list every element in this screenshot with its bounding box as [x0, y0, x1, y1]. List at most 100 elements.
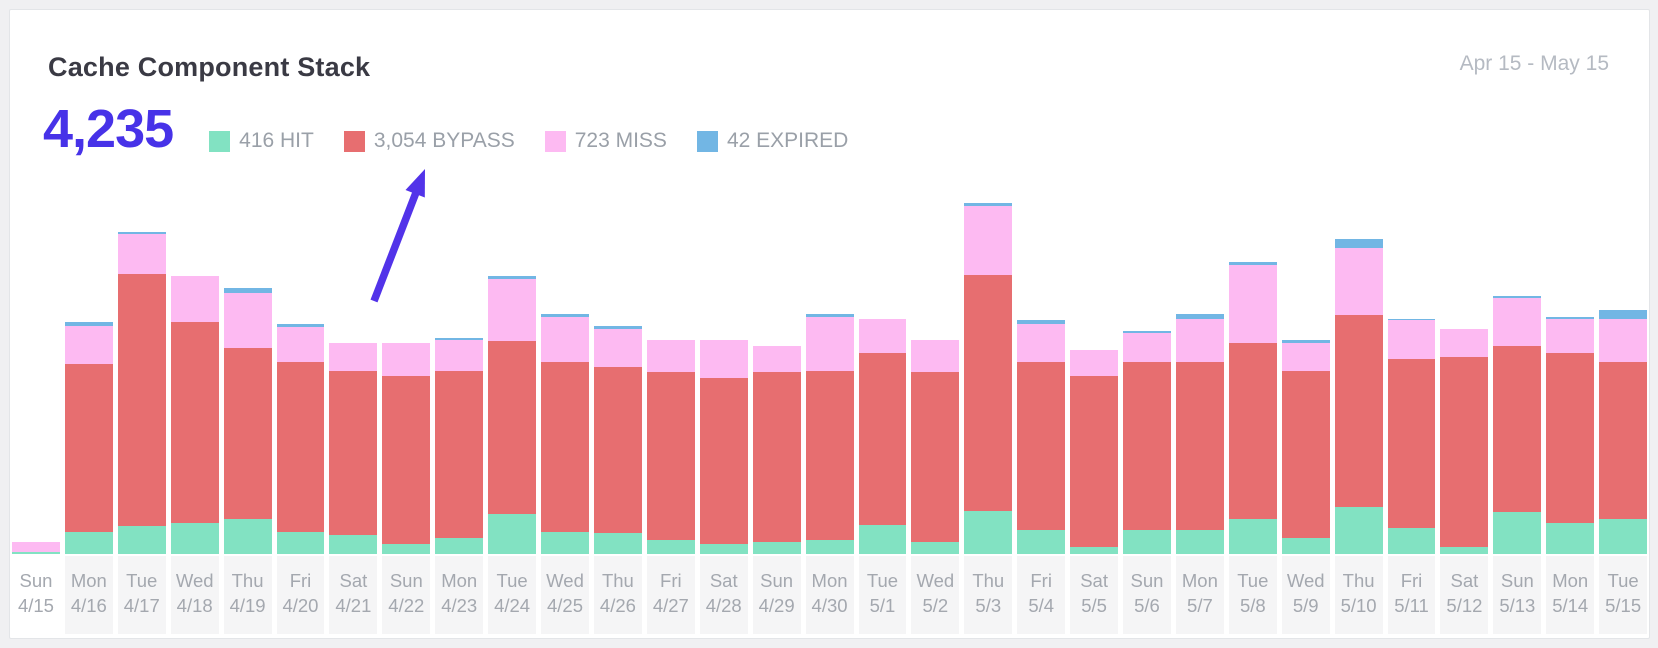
bar-column-5-14[interactable]: Mon 5/14 [1546, 317, 1595, 634]
legend-item-miss[interactable]: 723 MISS [544, 129, 667, 153]
x-axis-date: 5/7 [1187, 595, 1213, 616]
segment-miss [382, 342, 431, 376]
bar-column-5-4[interactable]: Fri 5/4 [1017, 320, 1066, 634]
segment-expired [1387, 318, 1436, 321]
x-axis-day: Thu [1342, 570, 1375, 591]
bar-stack[interactable] [911, 339, 960, 554]
segment-expired [1175, 313, 1224, 319]
bar-column-4-22[interactable]: Sun 4/22 [382, 342, 431, 634]
bar-column-5-11[interactable]: Fri 5/11 [1387, 318, 1436, 634]
bar-column-5-15[interactable]: Tue 5/15 [1599, 310, 1648, 634]
segment-hit [1440, 547, 1489, 554]
bar-stack[interactable] [1387, 318, 1436, 554]
bar-stack[interactable] [329, 342, 378, 554]
bar-column-5-10[interactable]: Thu 5/10 [1334, 239, 1383, 634]
bar-column-5-5[interactable]: Sat 5/5 [1070, 349, 1119, 634]
bar-stack[interactable] [223, 287, 272, 554]
bar-stack[interactable] [1599, 310, 1648, 554]
bar-column-5-9[interactable]: Wed 5/9 [1281, 339, 1330, 634]
x-axis-day: Sun [760, 570, 794, 591]
bar-stack[interactable] [1281, 339, 1330, 554]
bar-stack[interactable] [1228, 261, 1277, 554]
bar-column-4-28[interactable]: Sat 4/28 [699, 339, 748, 634]
bar-stack[interactable] [435, 337, 484, 554]
legend-item-hit[interactable]: 416 HIT [209, 129, 314, 153]
bar-column-4-30[interactable]: Mon 4/30 [805, 313, 854, 634]
bar-column-4-16[interactable]: Mon 4/16 [64, 322, 113, 634]
bar-column-4-26[interactable]: Thu 4/26 [593, 325, 642, 634]
bar-stack[interactable] [1440, 329, 1489, 554]
segment-bypass [223, 348, 272, 520]
x-axis-day: Tue [126, 570, 158, 591]
bar-column-5-7[interactable]: Mon 5/7 [1175, 313, 1224, 634]
bar-stack[interactable] [1017, 320, 1066, 554]
segment-bypass [488, 341, 537, 515]
bar-column-5-6[interactable]: Sun 5/6 [1123, 330, 1171, 634]
bar-column-5-1[interactable]: Tue 5/1 [858, 318, 907, 634]
bar-column-4-20[interactable]: Fri 4/20 [276, 323, 325, 634]
segment-hit [435, 538, 484, 554]
bar-column-5-13[interactable]: Sun 5/13 [1493, 296, 1542, 634]
bar-column-4-23[interactable]: Mon 4/23 [435, 337, 484, 634]
bar-column-5-8[interactable]: Tue 5/8 [1228, 261, 1277, 634]
segment-miss [646, 339, 695, 373]
segment-expired [964, 202, 1013, 207]
bar-stack[interactable] [699, 339, 748, 554]
bar-column-4-15[interactable]: Sun 4/15 [12, 541, 60, 634]
bar-stack[interactable] [805, 313, 854, 554]
legend-label-bypass: 3,054 BYPASS [373, 129, 515, 152]
bar-column-4-27[interactable]: Fri 4/27 [646, 339, 695, 634]
segment-hit [699, 543, 748, 554]
x-axis-label: Tue 5/15 [1599, 556, 1648, 634]
x-axis-label: Fri 5/4 [1017, 556, 1066, 634]
x-axis-label: Wed 5/9 [1281, 556, 1330, 634]
segment-miss [699, 339, 748, 378]
x-axis-day: Sun [389, 570, 423, 591]
bar-stack[interactable] [1493, 296, 1542, 554]
bar-column-4-25[interactable]: Wed 4/25 [541, 313, 589, 634]
bar-column-4-29[interactable]: Sun 4/29 [752, 346, 801, 634]
bar-stack[interactable] [752, 346, 801, 554]
segment-bypass [1017, 361, 1066, 530]
bar-stack[interactable] [488, 275, 537, 554]
bar-stack[interactable] [12, 541, 60, 554]
x-axis-date: 5/15 [1605, 595, 1642, 616]
bar-stack[interactable] [117, 232, 166, 554]
bar-stack[interactable] [1175, 313, 1224, 554]
x-axis-date: 4/17 [123, 595, 160, 616]
x-axis-date: 4/27 [652, 595, 689, 616]
bar-stack[interactable] [64, 322, 113, 554]
bar-column-4-19[interactable]: Thu 4/19 [223, 287, 272, 634]
bar-stack[interactable] [1070, 349, 1119, 554]
bar-stack[interactable] [964, 202, 1013, 554]
bar-stack[interactable] [858, 318, 907, 554]
segment-hit [223, 519, 272, 554]
legend-item-bypass[interactable]: 3,054 BYPASS [343, 129, 515, 153]
segment-expired [64, 322, 113, 326]
segment-miss [752, 346, 801, 373]
bar-stack[interactable] [541, 313, 589, 554]
bar-column-4-17[interactable]: Tue 4/17 [117, 232, 166, 634]
x-axis-date: 4/21 [335, 595, 372, 616]
segment-bypass [1281, 370, 1330, 539]
x-axis-day: Mon [811, 570, 848, 591]
segment-miss [911, 339, 960, 373]
bar-column-4-18[interactable]: Wed 4/18 [170, 275, 219, 634]
bar-stack[interactable] [170, 275, 219, 554]
bar-stack[interactable] [593, 325, 642, 554]
bar-stack[interactable] [1123, 330, 1171, 554]
bar-column-4-24[interactable]: Tue 4/24 [488, 275, 537, 634]
bar-column-5-2[interactable]: Wed 5/2 [911, 339, 960, 634]
bar-stack[interactable] [646, 339, 695, 554]
bar-column-4-21[interactable]: Sat 4/21 [329, 342, 378, 634]
bar-stack[interactable] [1334, 239, 1383, 554]
bar-column-5-12[interactable]: Sat 5/12 [1440, 329, 1489, 634]
segment-miss [1175, 318, 1224, 362]
legend-item-expired[interactable]: 42 EXPIRED [696, 129, 848, 153]
x-axis-date: 4/18 [176, 595, 213, 616]
bar-stack[interactable] [382, 342, 431, 554]
bar-stack[interactable] [1546, 317, 1595, 554]
segment-bypass [646, 372, 695, 541]
bar-column-5-3[interactable]: Thu 5/3 [964, 202, 1013, 634]
bar-stack[interactable] [276, 323, 325, 554]
